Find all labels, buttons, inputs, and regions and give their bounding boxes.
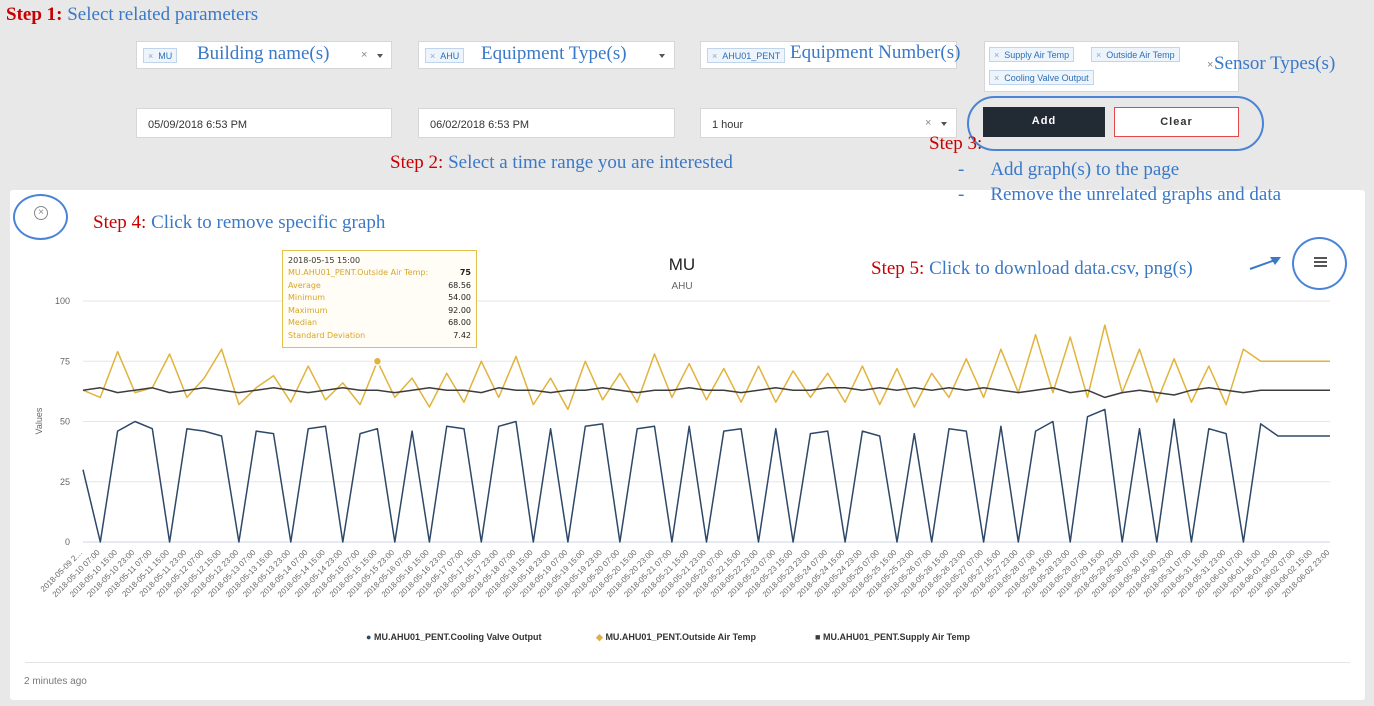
sensor-tag-1[interactable]: × Supply Air Temp (989, 47, 1075, 62)
legend-item-cooling[interactable]: ● MU.AHU01_PENT.Cooling Valve Output (366, 632, 541, 642)
step1-text: Select related parameters (67, 4, 259, 25)
end-date-input[interactable]: 06/02/2018 6:53 PM (418, 108, 675, 138)
remove-tag-icon[interactable]: × (148, 51, 154, 61)
tooltip-key: Median (288, 318, 318, 327)
remove-tag-icon[interactable]: × (994, 73, 1000, 83)
start-date-input[interactable]: 05/09/2018 6:53 PM (136, 108, 392, 138)
clear-icon[interactable]: × (361, 49, 368, 61)
tooltip-value: 68.56 (448, 280, 471, 290)
tooltip-row: Minimum 54.00 (288, 292, 471, 305)
tooltip-value: 92.00 (448, 305, 471, 315)
step4-label: Step 4: (93, 212, 147, 233)
chevron-down-icon[interactable] (377, 54, 383, 58)
clear-icon[interactable]: × (1207, 59, 1214, 71)
step4-highlight-ring (13, 194, 68, 240)
tooltip-row: Standard Deviation 7.42 (288, 330, 471, 343)
building-select[interactable]: × MU Building name(s) × (136, 41, 392, 69)
chevron-down-icon[interactable] (659, 54, 665, 58)
card-divider (25, 662, 1350, 663)
tooltip-key: Minimum (288, 293, 326, 302)
step3-highlight-ring (967, 96, 1264, 151)
legend-marker-icon: ● (366, 632, 372, 642)
step3-line1: - Add graph(s) to the page (958, 159, 1179, 181)
tooltip-key: MU.AHU01_PENT.Outside Air Temp: (288, 268, 429, 277)
sensor-tag-3[interactable]: × Cooling Valve Output (989, 70, 1094, 85)
tooltip-row: Maximum 92.00 (288, 305, 471, 318)
step1-label: Step 1: (6, 4, 63, 25)
sensor-tag-label: Supply Air Temp (1004, 50, 1070, 60)
chevron-down-icon[interactable] (941, 122, 947, 126)
equipment-number-tag[interactable]: × AHU01_PENT (707, 48, 786, 63)
step3-line2: - Remove the unrelated graphs and data (958, 184, 1281, 206)
tooltip-row: Average 68.56 (288, 280, 471, 293)
equipment-type-select[interactable]: × AHU Equipment Type(s) (418, 41, 675, 69)
equipment-number-annotation: Equipment Number(s) (790, 42, 961, 63)
sensor-tag-label: Outside Air Temp (1106, 50, 1175, 60)
clear-button[interactable]: Clear (1114, 107, 1239, 137)
add-button[interactable]: Add (983, 107, 1105, 137)
building-tag-label: MU (158, 51, 173, 61)
step3-line1-text: Add graph(s) to the page (990, 159, 1180, 180)
legend-marker-icon: ■ (815, 632, 821, 642)
remove-tag-icon[interactable]: × (1096, 50, 1102, 60)
bullet-dash: - (958, 184, 965, 205)
step3-line2-text: Remove the unrelated graphs and data (990, 184, 1282, 205)
updated-timestamp: 2 minutes ago (24, 676, 87, 687)
tooltip-value: 75 (459, 268, 471, 277)
hamburger-menu-icon[interactable] (1314, 257, 1327, 267)
legend-item-supply[interactable]: ■ MU.AHU01_PENT.Supply Air Temp (815, 632, 970, 642)
tooltip-row: MU.AHU01_PENT.Outside Air Temp: 75 (288, 267, 471, 280)
sensor-tag-label: Cooling Valve Output (1004, 73, 1089, 83)
legend-item-outside[interactable]: ◆ MU.AHU01_PENT.Outside Air Temp (596, 632, 756, 643)
step4-text: Click to remove specific graph (151, 212, 386, 233)
close-circle-icon[interactable]: × (34, 206, 48, 220)
step4-annotation: Step 4: Click to remove specific graph (93, 212, 385, 234)
equipment-number-tag-label: AHU01_PENT (722, 51, 781, 61)
tooltip-key: Maximum (288, 305, 328, 315)
tooltip-value: 54.00 (448, 293, 471, 302)
remove-tag-icon[interactable]: × (430, 51, 436, 61)
chart-tooltip: 2018-05-15 15:00 MU.AHU01_PENT.Outside A… (282, 250, 477, 348)
interval-value: 1 hour (712, 119, 744, 131)
sensor-types-select[interactable]: × Supply Air Temp × Outside Air Temp × Cool… (984, 41, 1239, 92)
sensor-tag-2[interactable]: × Outside Air Temp (1091, 47, 1180, 62)
remove-tag-icon[interactable]: × (994, 50, 1000, 60)
step5-label: Step 5: (871, 258, 925, 279)
tooltip-key: Standard Deviation (288, 330, 366, 340)
legend-label: MU.AHU01_PENT.Outside Air Temp (605, 632, 756, 642)
tooltip-row: Median 68.00 (288, 317, 471, 330)
tooltip-value: 68.00 (448, 318, 471, 327)
clear-icon[interactable]: × (925, 117, 932, 129)
building-tag[interactable]: × MU (143, 48, 178, 63)
step5-annotation: Step 5: Click to download data.csv, png(… (871, 258, 1193, 280)
start-date-value: 05/09/2018 6:53 PM (148, 119, 248, 131)
step2-label: Step 2: (390, 152, 444, 173)
legend-label: MU.AHU01_PENT.Cooling Valve Output (373, 632, 542, 642)
step2-annotation: Step 2: Select a time range you are inte… (390, 152, 733, 174)
sensor-types-annotation: Sensor Types(s) (1214, 53, 1336, 74)
step5-text: Click to download data.csv, png(s) (929, 258, 1193, 279)
legend-label: MU.AHU01_PENT.Supply Air Temp (822, 632, 970, 642)
step3-label: Step 3: (929, 133, 983, 154)
legend-marker-icon: ◆ (596, 632, 603, 642)
step2-text: Select a time range you are interested (448, 152, 733, 173)
building-annotation: Building name(s) (197, 43, 330, 64)
step1-annotation: Step 1: Select related parameters (6, 4, 258, 26)
tooltip-date: 2018-05-15 15:00 (288, 256, 361, 265)
equipment-type-tag-label: AHU (440, 51, 460, 61)
tooltip-key: Average (288, 280, 321, 290)
arrow-icon (1249, 257, 1281, 270)
step5-highlight-ring (1292, 237, 1347, 290)
tooltip-value: 7.42 (453, 330, 471, 340)
interval-select[interactable]: 1 hour × (700, 108, 957, 138)
remove-tag-icon[interactable]: × (712, 51, 718, 61)
equipment-number-select[interactable]: × AHU01_PENT (700, 41, 957, 69)
bullet-dash: - (958, 159, 965, 180)
equipment-type-tag[interactable]: × AHU (425, 48, 465, 63)
end-date-value: 06/02/2018 6:53 PM (430, 119, 530, 131)
equipment-type-annotation: Equipment Type(s) (481, 43, 627, 64)
